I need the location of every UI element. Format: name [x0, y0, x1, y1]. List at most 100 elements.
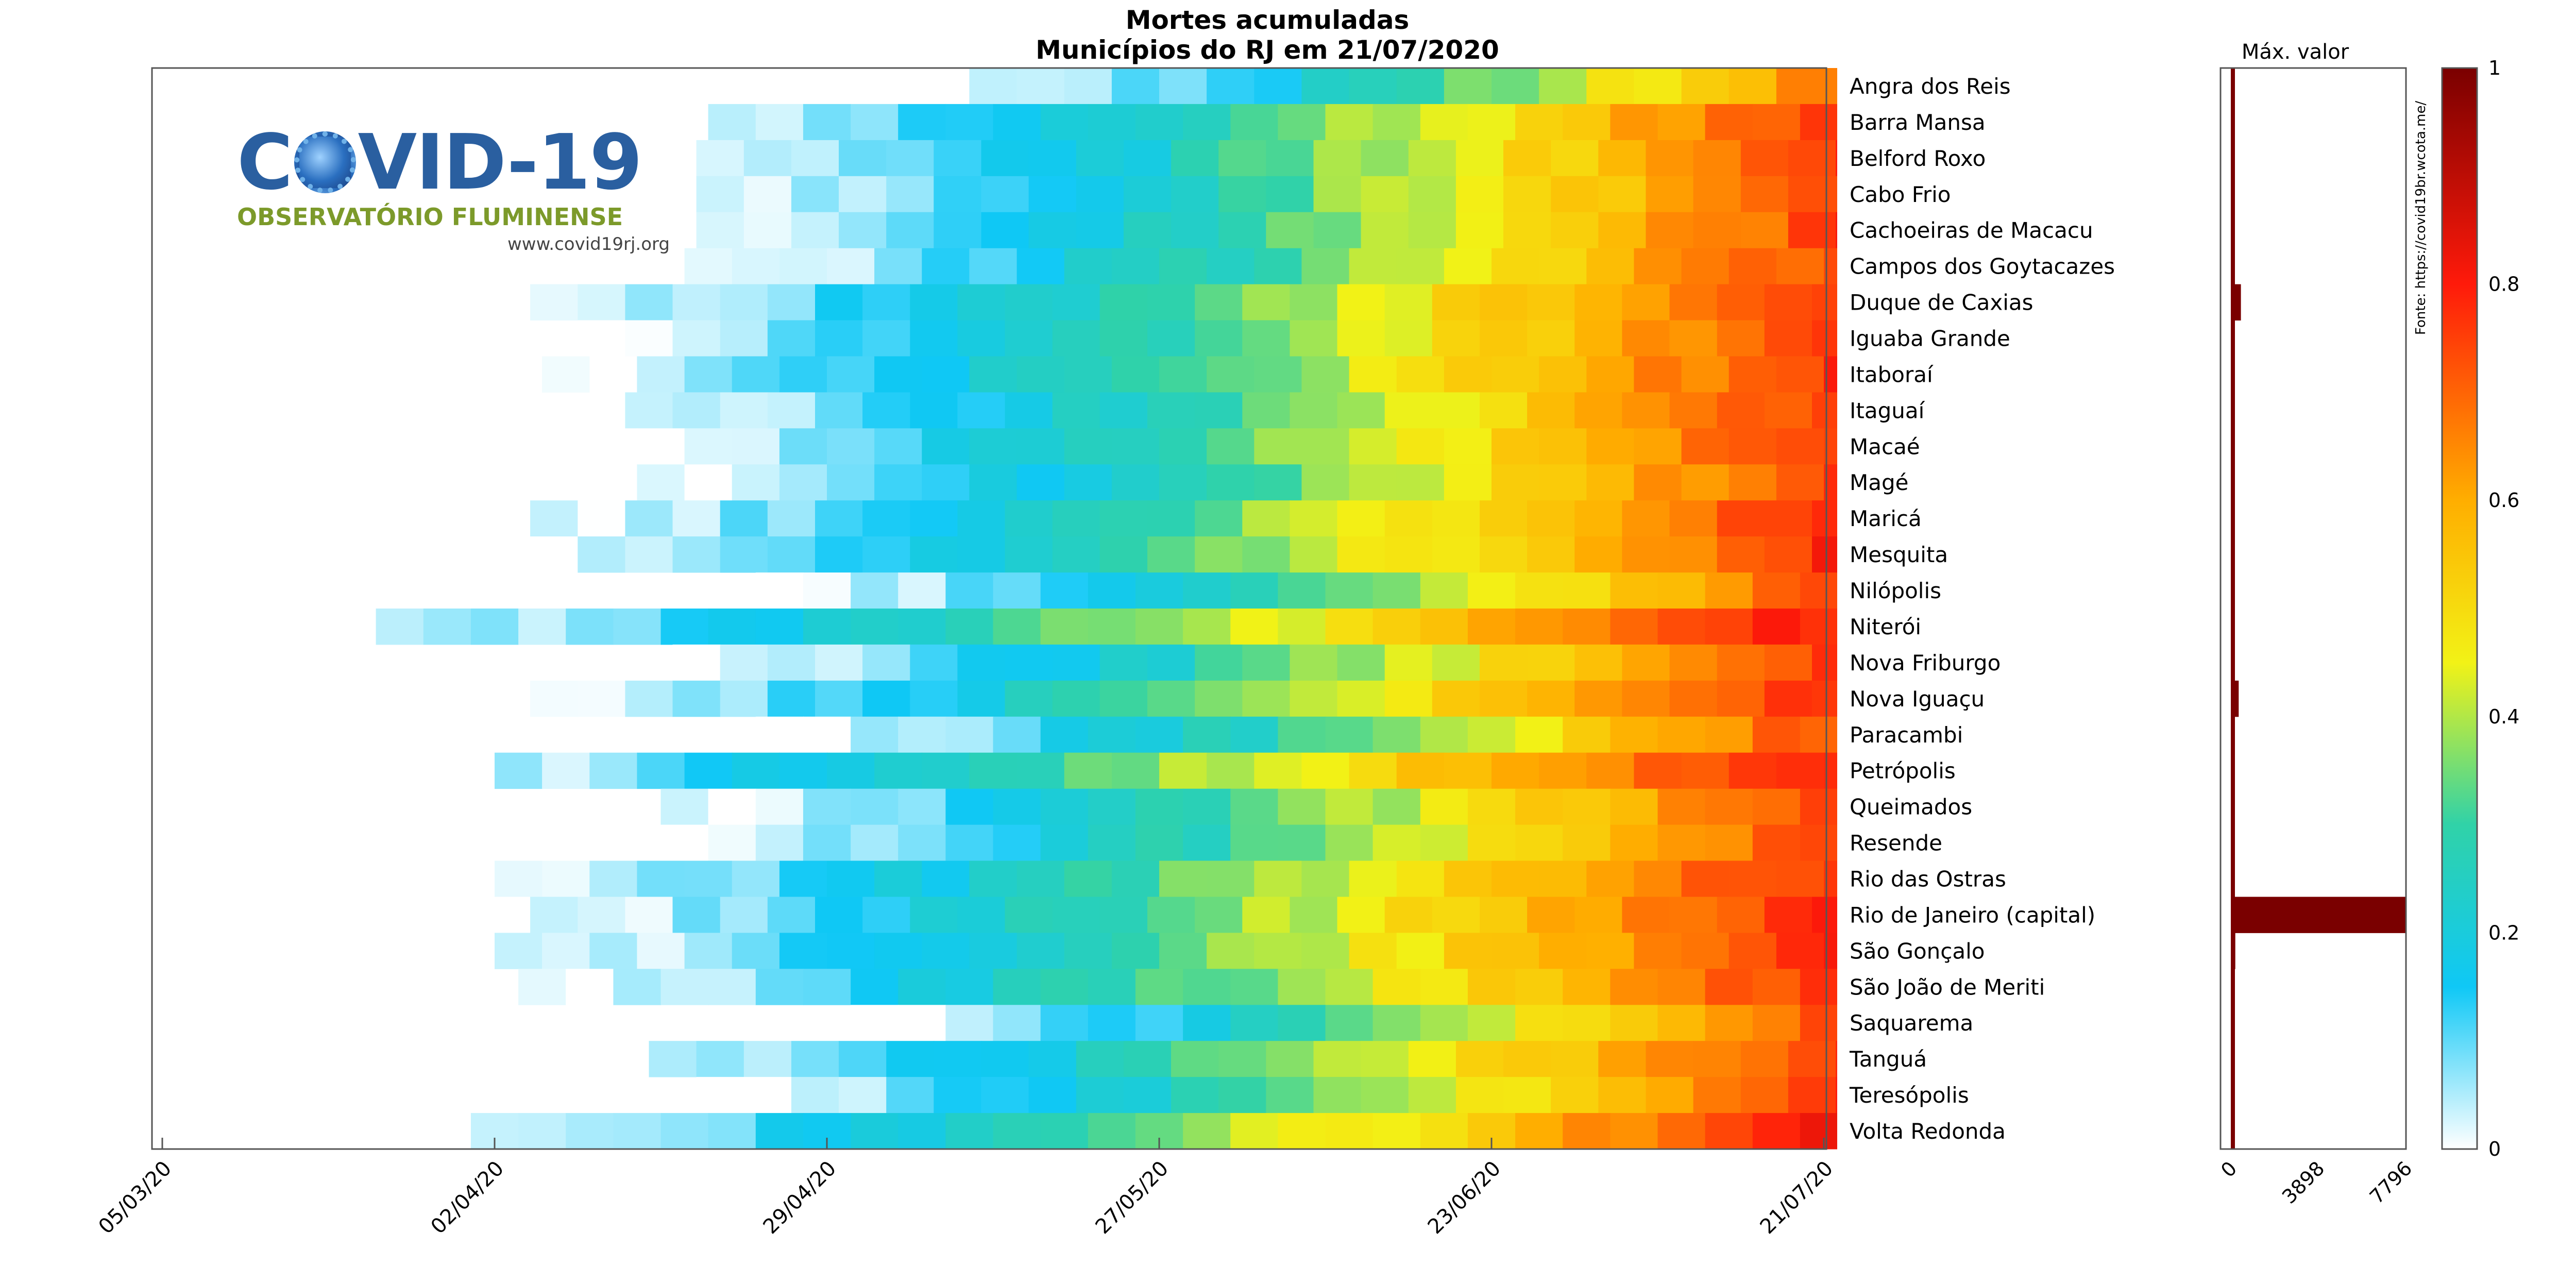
heat-cell [1539, 248, 1587, 285]
heat-cell [779, 428, 827, 465]
heat-cell [1764, 392, 1812, 429]
heat-cell [957, 320, 1006, 357]
heat-cell [1313, 140, 1362, 177]
heat-cell [1384, 680, 1433, 717]
heat-cell [1432, 320, 1480, 357]
heat-cell [1361, 1077, 1409, 1113]
heat-cell [993, 969, 1041, 1005]
heat-cell [470, 609, 519, 645]
heat-cell [1551, 176, 1599, 213]
heat-cell [1254, 248, 1302, 285]
heat-cell [1230, 572, 1279, 609]
heat-cell [1444, 464, 1492, 501]
heat-cell [1646, 140, 1694, 177]
heat-cell [969, 464, 1018, 501]
heat-cell [779, 933, 827, 969]
heat-cell [708, 609, 756, 645]
heat-cell [1111, 464, 1160, 501]
heat-cell [1467, 104, 1516, 141]
heat-cell [993, 1005, 1041, 1041]
heat-cell [423, 609, 471, 645]
heat-cell [672, 392, 721, 429]
municipality-label: São Gonçalo [1850, 938, 1985, 964]
heat-cell [1159, 248, 1208, 285]
heat-cell [1218, 176, 1267, 213]
heat-cell [1752, 609, 1801, 645]
heat-cell [803, 824, 851, 861]
max-value-bar [2231, 752, 2235, 789]
heat-cell [684, 933, 733, 969]
heat-cell [862, 536, 911, 573]
heat-cell [1551, 1077, 1599, 1113]
heat-cell [1396, 68, 1445, 105]
heat-cell [1574, 536, 1623, 573]
heat-cell [1384, 320, 1433, 357]
heat-cell [1634, 356, 1682, 393]
heat-cell [1515, 1113, 1564, 1150]
heat-cell [1242, 500, 1291, 537]
heat-cell [495, 752, 543, 789]
heat-cell [910, 500, 958, 537]
heat-cell [684, 248, 733, 285]
heat-cell [993, 572, 1041, 609]
heat-cell [672, 320, 721, 357]
heat-cell [1740, 1041, 1789, 1077]
heat-cell [1290, 320, 1338, 357]
heat-cell [1171, 1041, 1219, 1077]
max-value-bar [2231, 536, 2235, 573]
heat-cell [1752, 572, 1801, 609]
heat-cell [1717, 320, 1765, 357]
heat-cell [969, 860, 1018, 897]
heat-cell [625, 536, 673, 573]
heat-cell [1681, 428, 1730, 465]
heat-cell [1016, 860, 1065, 897]
heat-cell [945, 969, 994, 1005]
heat-cell [613, 609, 662, 645]
heat-cell [1492, 356, 1540, 393]
heat-cell [1634, 428, 1682, 465]
heat-cell [1313, 212, 1362, 249]
heat-cell [1207, 464, 1255, 501]
heat-cell [1052, 680, 1100, 717]
heat-cell [1800, 788, 1837, 825]
heat-cell [1242, 897, 1291, 933]
heat-cell [1242, 320, 1291, 357]
heat-cell [672, 644, 721, 681]
heat-cell [637, 464, 685, 501]
heat-cell [1135, 969, 1183, 1005]
heat-cell [1195, 500, 1243, 537]
heat-cell [1171, 176, 1219, 213]
heat-cell [1159, 356, 1208, 393]
heat-cell [1812, 680, 1837, 717]
heat-cell [1420, 824, 1468, 861]
heat-cell [1207, 933, 1255, 969]
heat-cell [1539, 752, 1587, 789]
max-value-bar [2231, 356, 2235, 393]
heat-cell [934, 212, 982, 249]
heat-cell [1290, 644, 1338, 681]
heat-cell [1539, 68, 1587, 105]
heat-cell [1812, 500, 1837, 537]
heat-cell [1313, 176, 1362, 213]
heat-cell [815, 680, 863, 717]
heat-cell [922, 428, 970, 465]
logo-title-left: C [237, 118, 293, 207]
municipality-label: Mesquita [1850, 542, 1948, 567]
heat-cell [1788, 1077, 1836, 1113]
heat-cell [1372, 788, 1421, 825]
heat-cell [1764, 536, 1812, 573]
heat-cell [1527, 644, 1575, 681]
heat-cell [1503, 1077, 1552, 1113]
heat-cell [767, 392, 816, 429]
heat-cell [1788, 140, 1836, 177]
heat-cell [1396, 356, 1445, 393]
heat-cell [755, 824, 804, 861]
heat-cell [1099, 392, 1148, 429]
heat-cell [1230, 716, 1279, 753]
heat-cell [589, 428, 638, 465]
heat-cell [1052, 897, 1100, 933]
heat-cell [1515, 609, 1564, 645]
heat-cell [1657, 572, 1706, 609]
heat-cell [1040, 1113, 1089, 1150]
heat-cell [1717, 392, 1765, 429]
